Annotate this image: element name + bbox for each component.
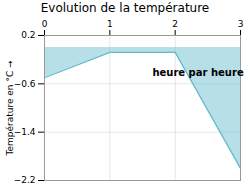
svg-text:−1.4: −1.4	[14, 127, 36, 137]
svg-text:Température en °C →: Température en °C →	[5, 60, 15, 157]
svg-text:3: 3	[238, 19, 244, 29]
svg-text:−2.2: −2.2	[14, 175, 36, 185]
svg-text:0: 0	[42, 19, 48, 29]
html-text:Evolution de la température: Evolution de la température	[40, 1, 210, 15]
svg-text:−0.6: −0.6	[14, 79, 36, 89]
svg-text:1: 1	[107, 19, 113, 29]
svg-text:0.2: 0.2	[21, 30, 35, 40]
svg-text:2: 2	[172, 19, 178, 29]
svg-text:heure par heure: heure par heure	[152, 67, 243, 78]
